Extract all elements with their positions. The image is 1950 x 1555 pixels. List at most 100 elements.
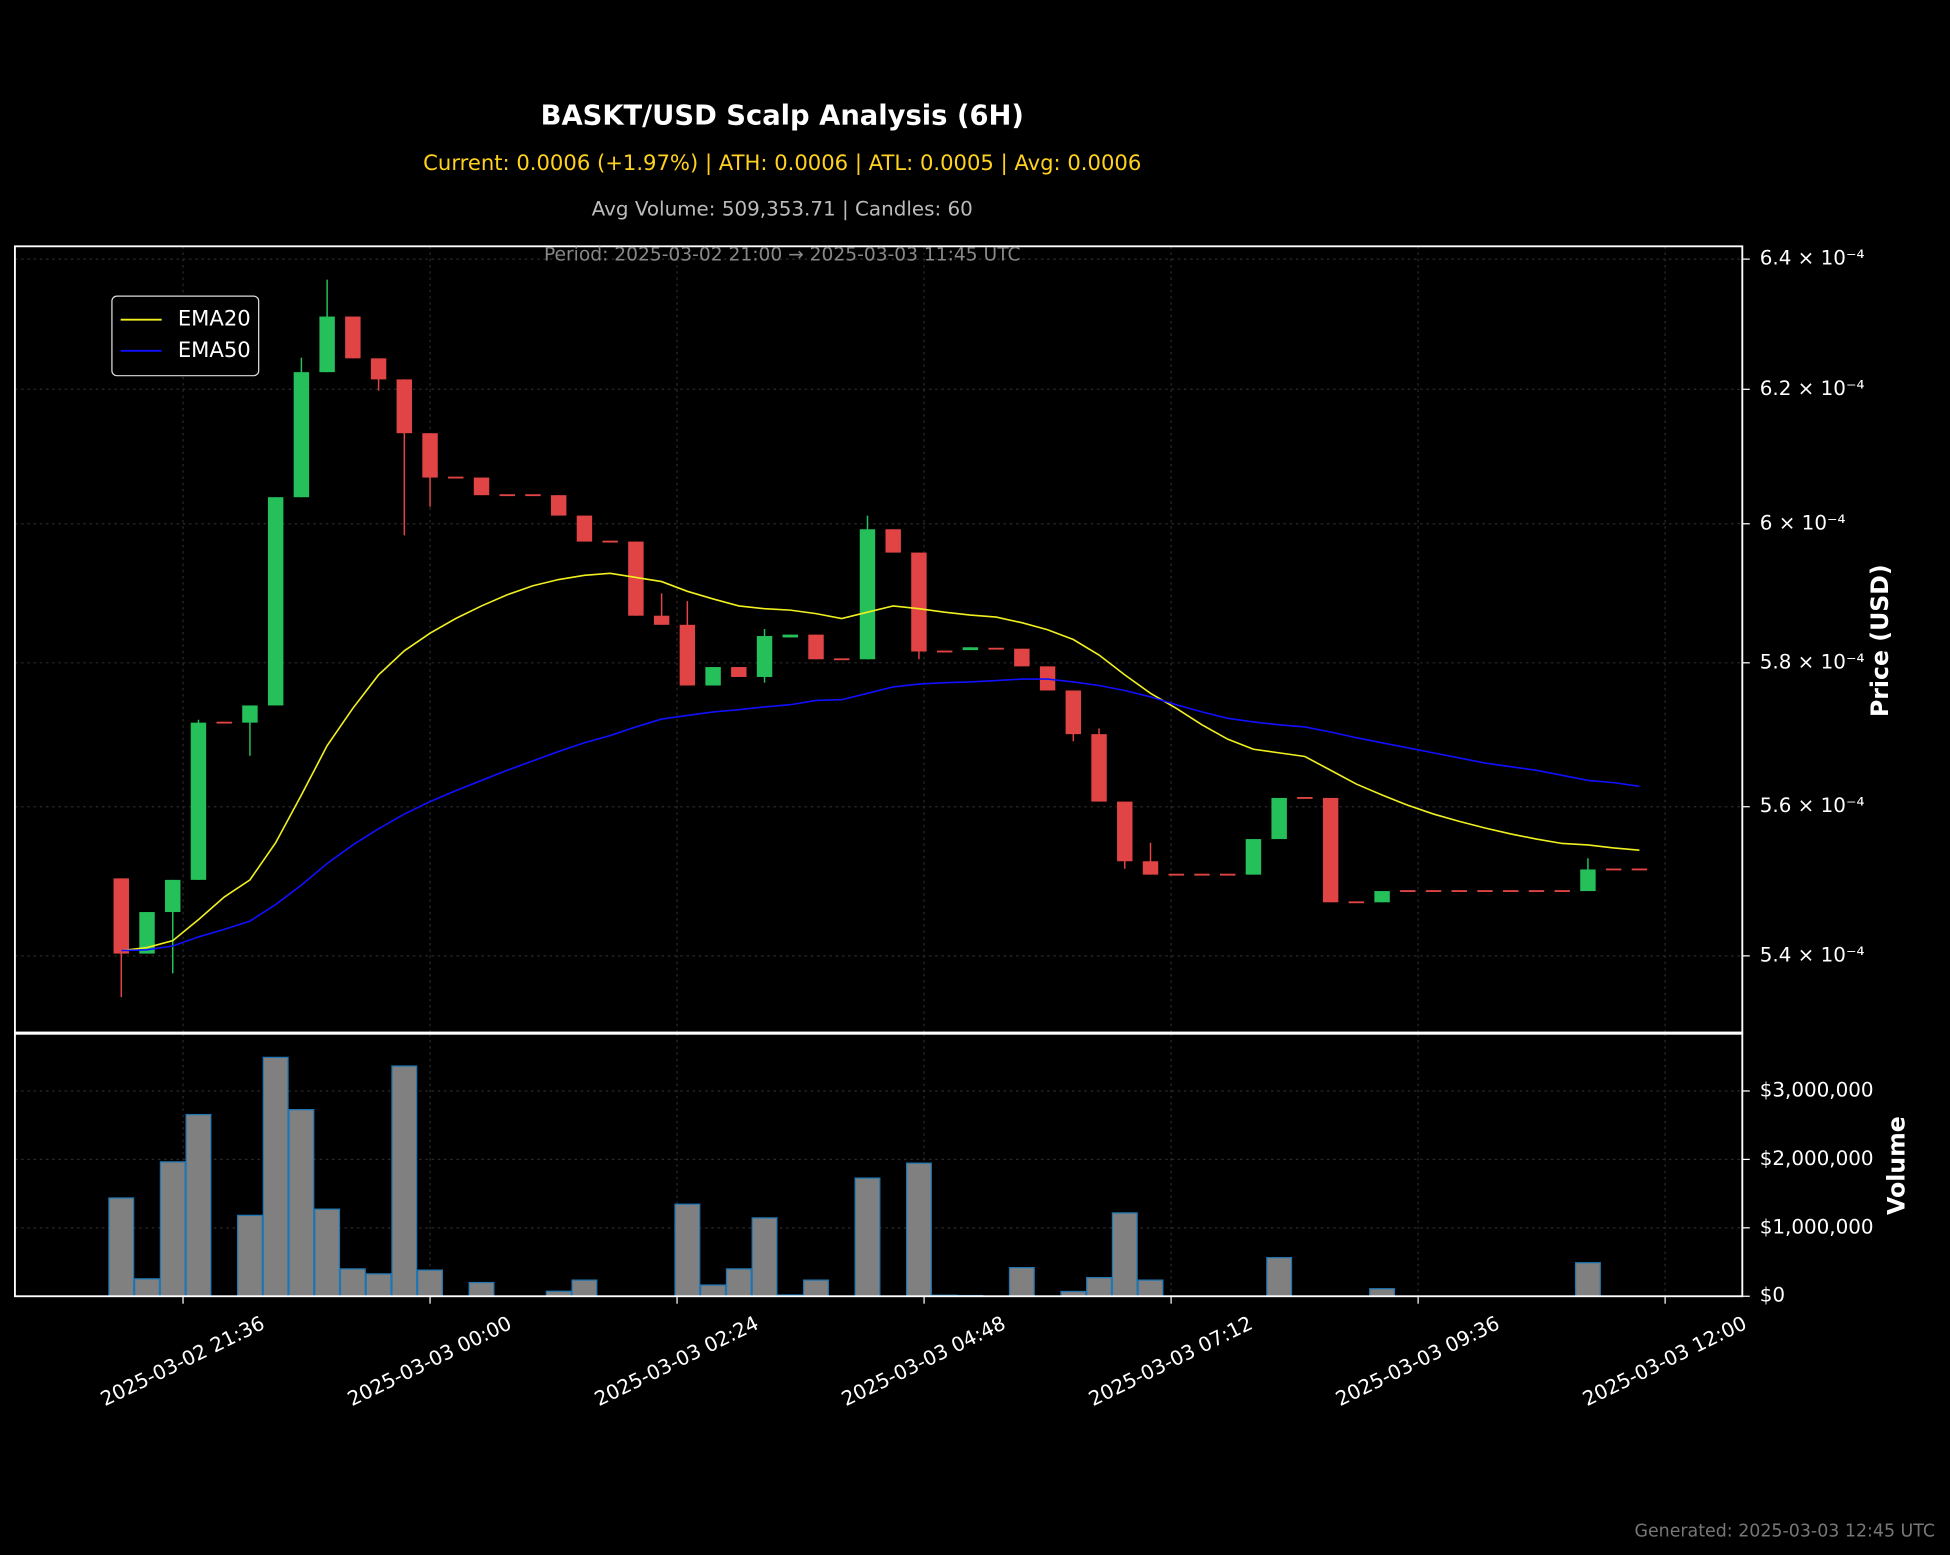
candle-body	[834, 658, 850, 661]
candle-body	[936, 650, 953, 653]
volume-bar	[1137, 1279, 1164, 1297]
volume-bar	[288, 1109, 315, 1297]
volume-bar	[1086, 1276, 1113, 1297]
x-tick-label: 2025-03-03 00:00	[344, 1312, 515, 1411]
candle-body	[267, 497, 284, 706]
volume-bar	[1008, 1267, 1035, 1297]
candle-body	[113, 878, 129, 954]
volume-bar	[134, 1278, 160, 1297]
legend-label: EMA20	[178, 306, 251, 331]
volume-bar	[854, 1177, 881, 1297]
candle-body	[885, 529, 901, 553]
x-tick-label: 2025-03-03 04:48	[838, 1312, 1009, 1411]
candle-body	[1297, 797, 1313, 799]
candle-body	[1194, 873, 1210, 876]
legend: EMA20 EMA50	[111, 295, 260, 377]
x-tick-label: 2025-03-03 12:00	[1579, 1312, 1750, 1411]
volume-bar	[571, 1279, 598, 1297]
candle-body	[370, 358, 387, 380]
candle-body	[1322, 797, 1339, 903]
y-tick-label: $1,000,000	[1760, 1215, 1874, 1238]
candle-body	[1168, 873, 1184, 876]
candle-body	[550, 495, 567, 516]
chart-subtitle: Current: 0.0006 (+1.97%) | ATH: 0.0006 |…	[423, 150, 1141, 176]
candle-body	[1400, 890, 1416, 892]
candle-body	[1451, 890, 1467, 892]
volume-bar	[314, 1208, 341, 1297]
volume-bar	[1111, 1212, 1138, 1297]
x-tick-label: 2025-03-02 21:36	[97, 1312, 268, 1411]
volume-bar	[391, 1065, 418, 1297]
candle-body	[1580, 869, 1596, 892]
candle-body	[1219, 873, 1236, 876]
volume-bar	[803, 1279, 829, 1297]
volume-bar	[108, 1197, 135, 1297]
candle-body	[525, 494, 541, 497]
candle-body	[1348, 901, 1365, 904]
volume-bar	[1574, 1262, 1601, 1297]
candle-body	[859, 529, 876, 660]
candle-body	[679, 624, 696, 686]
candle-body	[808, 634, 824, 660]
volume-bar	[236, 1214, 263, 1297]
candle-body	[602, 540, 618, 543]
candle-body	[422, 433, 438, 478]
volume-bar	[262, 1056, 289, 1297]
ema-line	[121, 572, 1640, 952]
candle-body	[756, 636, 773, 677]
volume-bar	[1266, 1257, 1293, 1297]
chart-stats: Avg Volume: 509,353.71 | Candles: 60	[592, 198, 973, 221]
candle-body	[345, 316, 361, 359]
candle-body	[1117, 801, 1133, 862]
volume-bar	[365, 1273, 392, 1297]
y-tick-label: 5.8 × 10⁻⁴	[1760, 650, 1865, 673]
volume-bar	[185, 1113, 212, 1297]
volume-frame	[13, 1032, 1744, 1298]
candle-body	[242, 705, 258, 723]
candle-body	[1142, 861, 1159, 875]
candle-body	[1554, 890, 1570, 892]
candle-body	[1374, 891, 1390, 903]
candle-body	[731, 667, 747, 677]
y-tick-label: $2,000,000	[1760, 1147, 1874, 1170]
legend-box	[111, 295, 260, 377]
y-tick-label: 5.4 × 10⁻⁴	[1760, 943, 1865, 966]
candle-body	[319, 316, 335, 373]
candle-body	[576, 515, 593, 542]
volume-bar	[159, 1161, 186, 1297]
volume-bar	[468, 1281, 495, 1297]
y-tick-label: 6.4 × 10⁻⁴	[1760, 247, 1865, 270]
candle-body	[1631, 868, 1648, 871]
candle-body	[1503, 890, 1519, 892]
candle-body	[216, 721, 232, 724]
candle-body	[1477, 890, 1493, 892]
footer: Generated: 2025-03-03 12:45 UTC	[1634, 1521, 1935, 1541]
y-axis-label: Price (USD)	[1866, 564, 1894, 717]
candle-body	[1528, 890, 1545, 892]
ema-line	[121, 678, 1640, 952]
volume-bar	[417, 1269, 444, 1297]
candle-body	[448, 476, 464, 479]
candle-body	[1271, 797, 1287, 840]
candle-body	[988, 647, 1004, 650]
candle-body	[1091, 734, 1107, 802]
candle-body	[782, 634, 798, 638]
candle-body	[293, 372, 310, 498]
volume-bar	[905, 1162, 932, 1297]
chart-title: BASKT/USD Scalp Analysis (6H)	[541, 100, 1024, 131]
candle-body	[705, 667, 721, 686]
y-tick-label: 6.2 × 10⁻⁴	[1760, 377, 1865, 400]
candle-body	[1425, 890, 1442, 892]
candle-body	[1065, 690, 1082, 735]
legend-label: EMA50	[178, 337, 251, 362]
candle-body	[396, 379, 413, 434]
candle-body	[165, 879, 181, 913]
candle-body	[473, 477, 490, 496]
volume-bar	[725, 1268, 752, 1297]
candle-body	[1605, 868, 1622, 871]
y-tick-label: 5.6 × 10⁻⁴	[1760, 794, 1865, 817]
candle-body	[139, 912, 155, 954]
candle-body	[1245, 839, 1262, 875]
